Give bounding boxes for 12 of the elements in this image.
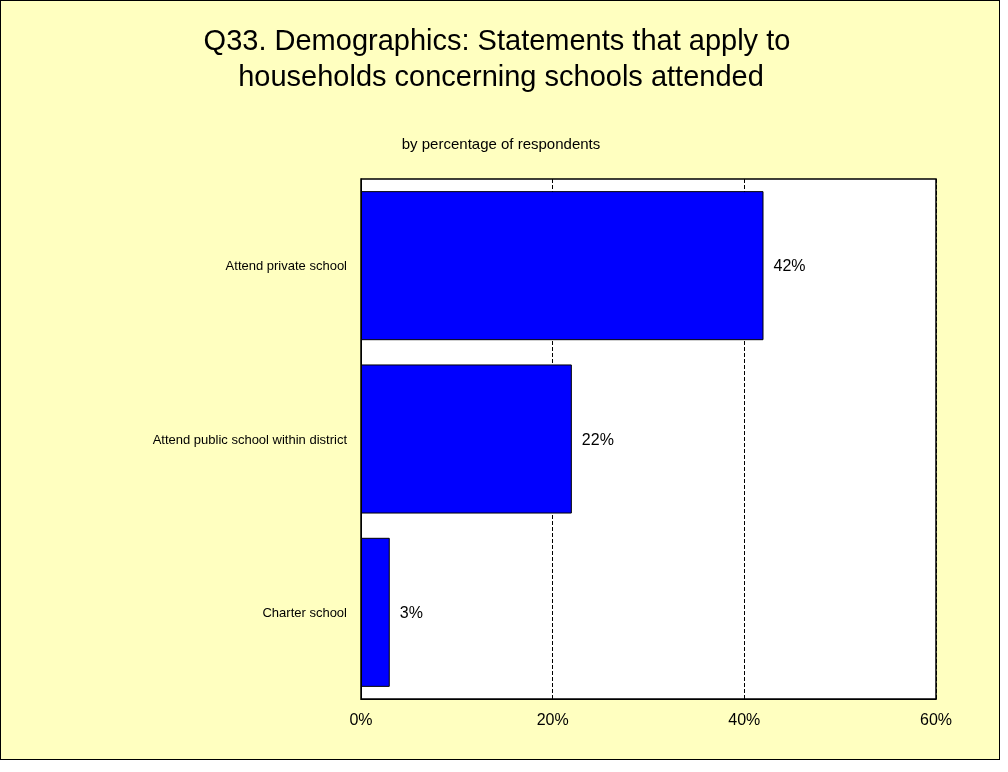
x-tick-label: 0% bbox=[349, 710, 373, 728]
chart-subtitle: by percentage of respondents bbox=[401, 135, 601, 152]
chart-title: Q33. Demographics: Statements that apply to households concerning schools attended bbox=[203, 24, 799, 92]
y-tick-label: Attend private school bbox=[225, 258, 348, 274]
x-tick-label: 60% bbox=[919, 710, 953, 728]
y-tick-label: Charter school bbox=[262, 604, 348, 620]
data-label: 22% bbox=[581, 430, 614, 448]
data-label: 42% bbox=[773, 257, 806, 275]
x-tick-label: 40% bbox=[728, 710, 761, 728]
x-tick-label: 20% bbox=[536, 710, 569, 728]
data-label: 3% bbox=[399, 603, 423, 621]
y-tick-label: Attend public school within district bbox=[152, 431, 348, 447]
